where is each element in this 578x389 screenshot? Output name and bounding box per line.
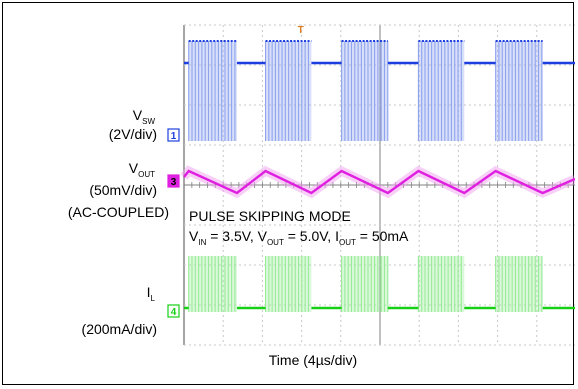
channel-coupling: (AC-COUPLED) — [68, 204, 169, 220]
channel-marker-4: 4 — [167, 304, 180, 318]
cond-vout-v: V — [258, 228, 268, 244]
cond-vin-v: V — [189, 228, 199, 244]
marker-box — [167, 128, 180, 142]
x-axis-label: Time (4µs/div) — [269, 352, 357, 368]
cond-vout-val: = 5.0V, — [284, 228, 335, 244]
trigger-marker: T — [298, 25, 304, 36]
conditions-annotation: VIN = 3.5V, VOUT = 5.0V, IOUT = 50mA — [189, 228, 409, 247]
marker-box — [167, 304, 180, 318]
channel-name: VSW — [133, 107, 156, 126]
channel-markers: 1 3 4 — [167, 128, 180, 318]
channel-name-sub: L — [151, 294, 156, 303]
channel-marker-3: 3 — [167, 174, 180, 188]
channel-labels: VSW(2V/div)VOUT(50mV/div)(AC-COUPLED)IL(… — [68, 107, 169, 337]
trace-out — [180, 165, 575, 199]
cond-vout-sub: OUT — [267, 238, 284, 247]
cond-vin-sub: IN — [198, 238, 206, 247]
channel-name-sub: SW — [142, 117, 155, 126]
burst-0 — [188, 41, 237, 141]
cond-iout-i: I — [335, 228, 339, 244]
channel-name-main: V — [133, 107, 143, 123]
trace-sw — [184, 40, 575, 141]
trace-line — [183, 169, 575, 195]
cond-vin-val: = 3.5V, — [206, 228, 257, 244]
channel-marker-1: 1 — [167, 128, 180, 142]
marker-box — [167, 174, 180, 188]
scope-traces: T — [180, 25, 575, 312]
channel-name: VOUT — [129, 160, 155, 179]
channel-scale: (200mA/div) — [82, 321, 157, 337]
figure-frame: VSW (2V/div) VOUT (50mV/div) (AC-COUPLED) IL(… — [2, 2, 575, 385]
oscilloscope-figure: VSW(2V/div)VOUT(50mV/div)(AC-COUPLED)IL(… — [68, 24, 575, 368]
marker-number: 1 — [171, 131, 177, 142]
trace-l — [184, 256, 575, 312]
channel-scale: (50mV/div) — [89, 182, 157, 198]
marker-number: 4 — [171, 307, 177, 318]
mode-annotation: PULSE SKIPPING MODE — [189, 208, 351, 224]
channel-name-main: V — [129, 160, 139, 176]
burst-0 — [188, 256, 237, 312]
channel-name-main: I — [147, 284, 151, 300]
channel-name-sub: OUT — [138, 170, 155, 179]
channel-name: IL — [147, 284, 156, 303]
cond-iout-val: = 50mA — [356, 228, 409, 244]
channel-scale: (2V/div) — [109, 126, 157, 142]
marker-number: 3 — [171, 177, 177, 188]
cond-iout-sub: OUT — [339, 238, 356, 247]
